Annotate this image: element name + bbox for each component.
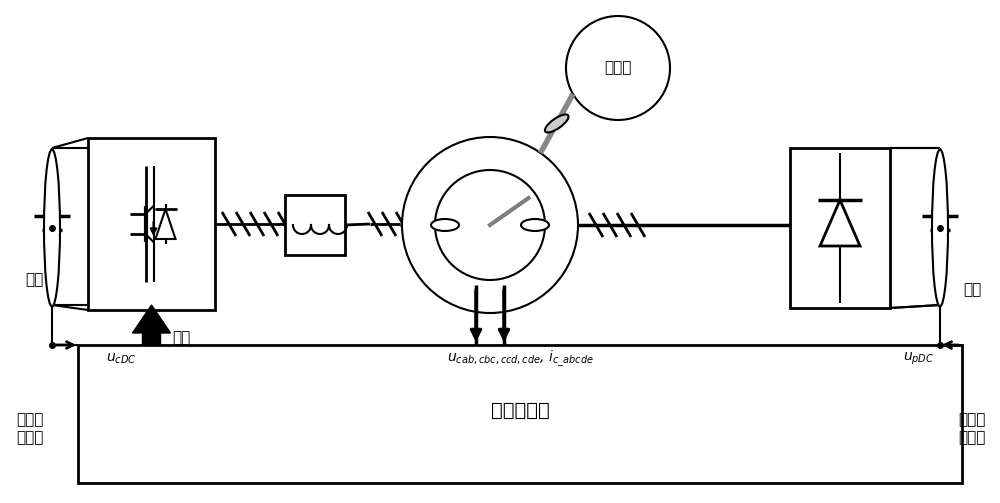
Ellipse shape (521, 219, 549, 231)
Text: 电容: 电容 (963, 283, 981, 297)
Circle shape (435, 170, 545, 280)
Text: 电容: 电容 (25, 273, 43, 288)
Bar (285, 195, 345, 255)
Text: 第二直: 第二直 (958, 412, 986, 428)
FancyArrow shape (132, 305, 170, 345)
Bar (88, 138, 215, 310)
Text: $u_{cDC}$: $u_{cDC}$ (106, 352, 136, 366)
Ellipse shape (932, 149, 948, 306)
Text: $u_{pDC}$: $u_{pDC}$ (903, 351, 934, 367)
Bar (790, 148, 890, 308)
Ellipse shape (44, 149, 60, 306)
Ellipse shape (545, 115, 569, 132)
Circle shape (402, 137, 578, 313)
Text: 流电压: 流电压 (16, 431, 44, 446)
Bar (78, 345, 962, 483)
Circle shape (566, 16, 670, 120)
Ellipse shape (431, 219, 459, 231)
Text: 驱动: 驱动 (172, 330, 191, 345)
Text: 双频控制器: 双频控制器 (491, 400, 549, 420)
Text: 原动机: 原动机 (604, 60, 632, 75)
Text: $u_{cab,cbc,ccd,cde}$, $i_{c\_abcde}$: $u_{cab,cbc,ccd,cde}$, $i_{c\_abcde}$ (447, 349, 593, 369)
Polygon shape (820, 200, 860, 246)
Text: 第一直: 第一直 (16, 412, 44, 428)
Polygon shape (156, 209, 176, 239)
Text: 流电压: 流电压 (958, 431, 986, 446)
